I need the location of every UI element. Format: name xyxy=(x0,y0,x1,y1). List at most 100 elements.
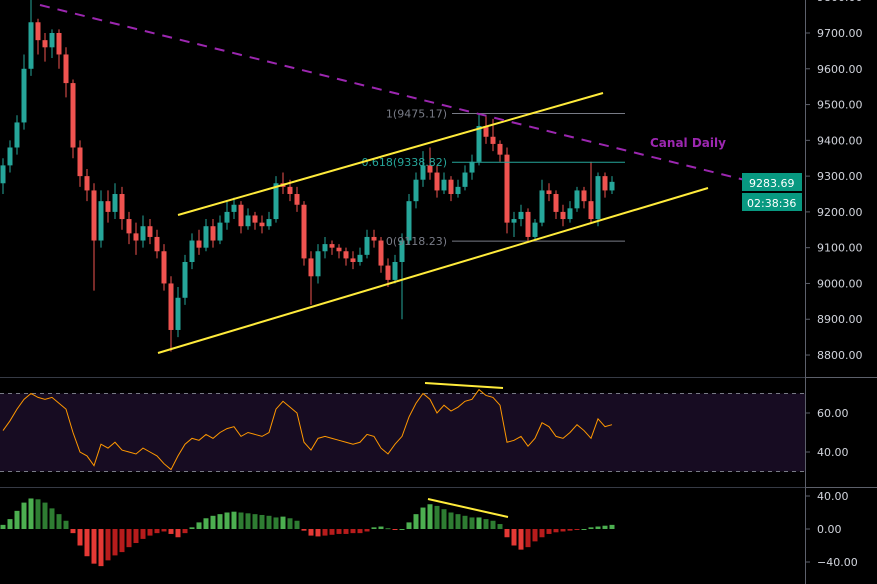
candle-body xyxy=(252,215,258,223)
candle-body xyxy=(441,179,447,191)
macd-histogram-bar xyxy=(63,520,69,529)
candle-body xyxy=(21,68,27,123)
macd-histogram-bar xyxy=(0,524,6,529)
macd-histogram-bar xyxy=(224,512,230,529)
macd-histogram-bar xyxy=(119,529,125,553)
candle-body xyxy=(231,204,237,212)
price-tick-label: 9100.00 xyxy=(817,242,863,255)
candle-body xyxy=(91,190,97,241)
candle-body xyxy=(399,240,405,262)
candle-body xyxy=(112,194,118,212)
candle-body xyxy=(483,126,489,137)
macd-histogram-bar xyxy=(371,527,377,529)
macd-histogram-bar xyxy=(455,514,461,529)
macd-histogram-bar xyxy=(259,514,265,529)
candle-body xyxy=(238,204,244,227)
macd-histogram-bar xyxy=(91,529,97,564)
macd-histogram-bar xyxy=(42,502,48,529)
candle-body xyxy=(518,211,524,220)
candle-body xyxy=(56,33,62,55)
candle-body xyxy=(511,219,517,223)
price-axis[interactable]: 9800.00 9700.00 9600.00 9500.00 9400.00 9300.… xyxy=(805,0,877,584)
price-tick-label: 9500.00 xyxy=(817,99,863,112)
candle-body xyxy=(427,165,433,173)
price-tick-label: 9800.00 xyxy=(817,0,863,4)
macd-histogram-bar xyxy=(546,529,552,534)
macd-histogram-bar xyxy=(77,529,83,546)
descending-trendline xyxy=(39,4,758,184)
macd-histogram-bar xyxy=(105,529,111,561)
price-pane xyxy=(0,0,615,352)
candle-body xyxy=(497,143,503,155)
candle-body xyxy=(133,233,139,241)
candle-body xyxy=(413,179,419,202)
candle-body xyxy=(175,297,181,330)
macd-histogram-bar xyxy=(434,505,440,529)
candle-body xyxy=(315,251,321,277)
drawings[interactable]: 1(9475.17) 0.618(9338.82) 0(9118.23) xyxy=(39,4,758,518)
candle-body xyxy=(245,215,251,227)
macd-histogram-bar xyxy=(511,529,517,546)
price-tick-label: 9700.00 xyxy=(817,27,863,40)
candle-body xyxy=(259,222,265,227)
candle-body xyxy=(126,219,132,234)
macd-tick-label: 40.00 xyxy=(817,490,849,503)
current-price-tag: 9283.69 02:38:36 xyxy=(742,173,802,211)
rsi-band-fill xyxy=(0,393,805,472)
candle-body xyxy=(581,190,587,202)
macd-histogram-bar xyxy=(294,520,300,529)
candle-body xyxy=(378,240,384,266)
macd-histogram-bar xyxy=(343,529,349,534)
macd-pane xyxy=(0,498,615,567)
candle-body xyxy=(434,172,440,191)
macd-histogram-bar xyxy=(595,526,601,529)
candle-body xyxy=(364,236,370,255)
macd-histogram-bar xyxy=(469,517,475,529)
macd-histogram-bar xyxy=(245,513,251,529)
candle-body xyxy=(154,236,160,252)
macd-histogram-bar xyxy=(21,502,27,529)
candle-body xyxy=(210,226,216,241)
candle-body xyxy=(357,254,363,262)
candle-body xyxy=(7,147,13,166)
macd-histogram-bar xyxy=(112,529,118,556)
macd-histogram-bar xyxy=(210,515,216,529)
candle-body xyxy=(574,190,580,209)
macd-histogram-bar xyxy=(518,529,524,550)
macd-divergence-line xyxy=(427,498,509,518)
macd-histogram-bar xyxy=(266,515,272,529)
macd-histogram-bar xyxy=(490,520,496,529)
macd-histogram-bar xyxy=(413,514,419,529)
candle-body xyxy=(343,251,349,259)
candle-body xyxy=(77,147,83,177)
candle-body xyxy=(462,172,468,187)
candle-body xyxy=(70,83,76,148)
macd-histogram-bar xyxy=(287,518,293,529)
macd-histogram-bar xyxy=(168,529,174,534)
candle-body xyxy=(350,258,356,262)
candle-body xyxy=(147,226,153,237)
candle-body xyxy=(588,201,594,220)
candle-body xyxy=(392,261,398,280)
candle-body xyxy=(294,194,300,205)
macd-histogram-bar xyxy=(70,529,76,534)
rsi-pane xyxy=(0,388,805,472)
macd-histogram-bar xyxy=(98,529,104,567)
candle-body xyxy=(406,201,412,241)
macd-histogram-bar xyxy=(56,514,62,529)
candle-body xyxy=(49,33,55,48)
macd-histogram-bar xyxy=(154,529,160,534)
macd-histogram-bar xyxy=(448,512,454,529)
macd-histogram-bar xyxy=(427,504,433,529)
candle-body xyxy=(539,190,545,223)
macd-histogram-bar xyxy=(217,514,223,529)
macd-histogram-bar xyxy=(525,529,531,548)
candle-body xyxy=(336,247,342,252)
macd-histogram-bar xyxy=(462,515,468,529)
macd-histogram-bar xyxy=(28,498,34,529)
candle-body xyxy=(420,165,426,180)
price-tick-label: 9400.00 xyxy=(817,134,863,147)
macd-histogram-bar xyxy=(315,529,321,537)
